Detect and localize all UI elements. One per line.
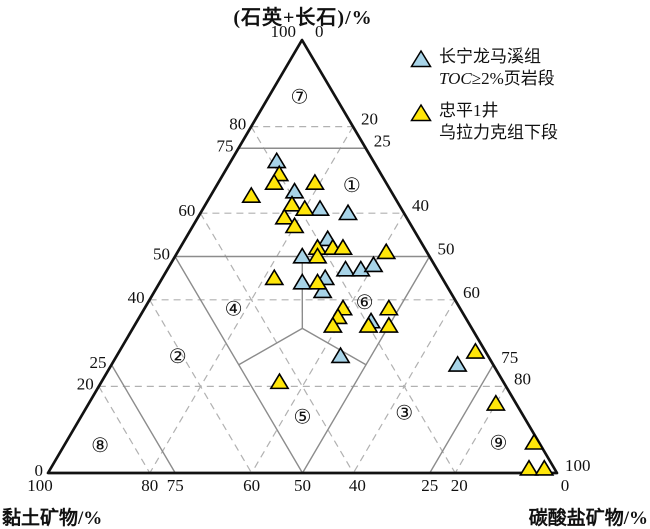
gridline-clay <box>149 299 253 474</box>
legend: 长宁龙马溪组 TOC≥2%页岩段 忠平1井 乌拉力克组下段 <box>410 46 558 154</box>
data-point-triangle <box>534 459 555 476</box>
data-point-triangle <box>335 259 356 277</box>
data-point-triangle <box>284 216 305 234</box>
data-point-triangle <box>524 433 545 450</box>
region-boundary-line <box>301 327 367 366</box>
data-point-triangle <box>307 272 328 290</box>
data-point-triangle <box>264 268 285 286</box>
legend-text-zhongping: 忠平1井 乌拉力克组下段 <box>439 100 558 144</box>
region-number-label: ⑧ <box>91 433 109 457</box>
tick-label-left: 80 <box>229 115 246 134</box>
data-point-triangle <box>304 173 325 190</box>
data-point-triangle <box>358 316 379 333</box>
tick-label-right: 100 <box>565 456 591 475</box>
data-point-triangle <box>332 238 353 255</box>
data-point-triangle <box>284 181 305 199</box>
data-point-triangle <box>376 242 397 260</box>
gridline-clay <box>98 386 151 474</box>
tick-label-right: 50 <box>438 240 455 259</box>
legend-item-zhongping: 忠平1井 乌拉力克组下段 <box>410 100 558 144</box>
data-point-triangle <box>266 151 287 169</box>
tick-label-left: 20 <box>77 374 94 393</box>
triangle-marker-shape <box>410 49 432 68</box>
gridline-carbonate <box>352 299 456 474</box>
legend-label-line1: 忠平1井 <box>439 101 499 120</box>
tick-label-bottom: 20 <box>451 476 468 495</box>
apex-label-right: 0 <box>315 22 324 41</box>
legend-line2-rest: 乌拉力克组下段 <box>439 123 558 142</box>
data-point-triangle <box>264 173 285 190</box>
tick-label-bottom: 60 <box>243 476 260 495</box>
tick-label-right: 25 <box>374 131 391 150</box>
legend-label-line2: 乌拉力克组下段 <box>439 122 558 144</box>
data-point-triangle <box>363 255 384 273</box>
tick-label-bottom: 75 <box>167 476 184 495</box>
region-boundary-line <box>238 327 303 366</box>
tick-label-left: 0 <box>35 461 44 480</box>
legend-label-line2: TOC≥2%页岩段 <box>439 68 555 90</box>
yellow-triangle-marker-icon <box>410 103 432 122</box>
tick-label-right: 60 <box>463 283 480 302</box>
tick-label-bottom: 80 <box>141 476 158 495</box>
data-point-triangle <box>518 459 540 476</box>
tick-label-bottom: 0 <box>561 476 570 495</box>
tick-label-bottom: 50 <box>294 476 311 495</box>
tick-label-bottom: 25 <box>421 476 438 495</box>
blue-triangle-marker-icon <box>410 49 432 68</box>
data-point-triangle <box>307 246 328 264</box>
tick-label-right: 75 <box>501 348 518 367</box>
region-number-label: ⑤ <box>293 405 311 429</box>
data-point-triangle <box>274 207 295 225</box>
tick-label-right: 20 <box>361 110 378 129</box>
legend-toc-italic: TOC <box>439 69 472 88</box>
region-number-label: ⑥ <box>356 290 374 314</box>
data-point-triangle <box>292 272 313 290</box>
axis-label-carbonate: 碳酸盐矿物/% <box>528 508 648 529</box>
legend-line2-rest: ≥2%页岩段 <box>471 69 555 88</box>
chart-title: (石英+长石)/% <box>233 7 373 29</box>
data-point-triangle <box>292 246 313 264</box>
region-number-label: ① <box>343 173 361 197</box>
tick-label-left: 50 <box>153 245 170 264</box>
data-point-triangle <box>312 281 333 299</box>
data-point-triangle <box>337 203 359 221</box>
tick-label-left: 40 <box>128 288 145 307</box>
tick-label-right: 80 <box>514 369 531 388</box>
triangle-outline <box>46 38 559 475</box>
data-point-triangle <box>378 316 399 333</box>
region-number-label: ⑦ <box>291 84 309 108</box>
tick-label-right: 40 <box>412 196 429 215</box>
data-point-triangle <box>281 194 303 212</box>
legend-item-longmaxi: 长宁龙马溪组 TOC≥2%页岩段 <box>410 46 558 90</box>
triangle-marker-shape <box>410 103 432 122</box>
tick-label-left: 60 <box>178 201 195 220</box>
axis-label-clay: 黏土矿物/% <box>2 508 103 529</box>
apex-label-left: 100 <box>271 22 297 41</box>
data-point-triangle <box>447 355 468 372</box>
data-point-triangle <box>378 298 399 316</box>
region-number-label: ② <box>169 344 187 368</box>
region-boundary-line <box>429 364 494 474</box>
region-number-label: ④ <box>225 296 243 320</box>
data-point-triangle <box>269 372 290 390</box>
tick-label-left: 75 <box>217 136 234 155</box>
region-number-label: ③ <box>395 400 413 424</box>
region-number-label: ⑨ <box>489 431 507 455</box>
tick-label-bottom: 100 <box>27 476 53 495</box>
data-point-triangle <box>330 346 351 364</box>
data-point-triangle <box>322 316 343 333</box>
data-point-triangle <box>485 394 506 411</box>
data-point-triangle <box>465 342 486 359</box>
tick-label-left: 25 <box>90 353 107 372</box>
data-point-triangle <box>309 199 331 216</box>
legend-label-line1: 长宁龙马溪组 <box>439 47 541 66</box>
legend-text-longmaxi: 长宁龙马溪组 TOC≥2%页岩段 <box>439 46 555 90</box>
region-boundary-line <box>110 364 176 474</box>
data-point-triangle <box>294 199 315 216</box>
data-point-triangle <box>241 186 262 203</box>
tick-label-bottom: 40 <box>349 476 366 495</box>
